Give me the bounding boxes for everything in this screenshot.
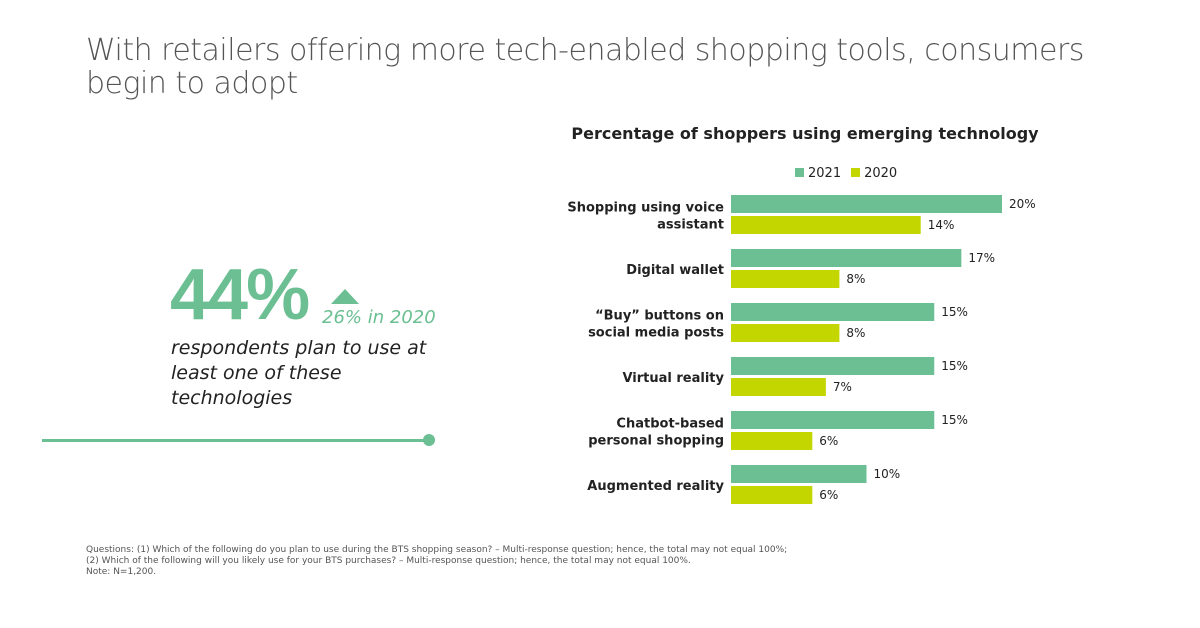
category-label: Virtual reality (622, 371, 724, 386)
bar-2020 (731, 486, 813, 504)
bar-2020 (731, 378, 826, 396)
data-label: 14% (928, 218, 955, 232)
data-label: 17% (968, 251, 995, 265)
data-label: 20% (1009, 197, 1036, 211)
stat-description: respondents plan to use at least one of … (171, 337, 427, 409)
category-label: personal shopping (588, 434, 724, 449)
data-label: 10% (874, 467, 901, 481)
data-label: 15% (941, 305, 968, 319)
category-label: social media posts (588, 326, 724, 341)
bar-2020 (731, 270, 840, 288)
legend: 2021 2020 (795, 166, 897, 181)
bar-2020 (731, 432, 813, 450)
note-line: Questions: (1) Which of the following do… (86, 545, 788, 555)
page-title: With retailers offering more tech-enable… (86, 33, 1084, 101)
data-label: 8% (846, 272, 865, 286)
stat-previous: 26% in 2020 (322, 307, 436, 328)
footnotes: Questions: (1) Which of the following do… (86, 545, 787, 578)
category-label: assistant (657, 218, 724, 233)
bar-2021 (731, 303, 935, 321)
legend-item-2021: 2021 (795, 166, 841, 181)
up-triangle-icon (331, 289, 359, 304)
data-label: 15% (941, 413, 968, 427)
divider-dot (423, 434, 435, 446)
category-label: Chatbot-based (616, 417, 724, 432)
bar-2020 (731, 324, 840, 342)
category-label: “Buy” buttons on (595, 309, 724, 324)
data-label: 7% (833, 380, 852, 394)
bar-2021 (731, 357, 935, 375)
category-label: Shopping using voice (567, 201, 724, 216)
note-line: (2) Which of the following will you like… (86, 556, 691, 566)
category-label: Digital wallet (626, 263, 724, 278)
bar-2021 (731, 465, 867, 483)
legend-item-2020: 2020 (851, 166, 897, 181)
data-label: 6% (819, 488, 838, 502)
chart-title: Percentage of shoppers using emerging te… (571, 124, 1039, 143)
data-label: 8% (846, 326, 865, 340)
bar-2020 (731, 216, 921, 234)
bar-2021 (731, 195, 1002, 213)
bar-2021 (731, 249, 962, 267)
stat-value: 44% (170, 255, 310, 335)
note-line: Note: N=1,200. (86, 567, 157, 577)
divider-line (42, 439, 428, 442)
data-label: 15% (941, 359, 968, 373)
category-label: Augmented reality (587, 479, 724, 494)
bar-2021 (731, 411, 935, 429)
data-label: 6% (819, 434, 838, 448)
